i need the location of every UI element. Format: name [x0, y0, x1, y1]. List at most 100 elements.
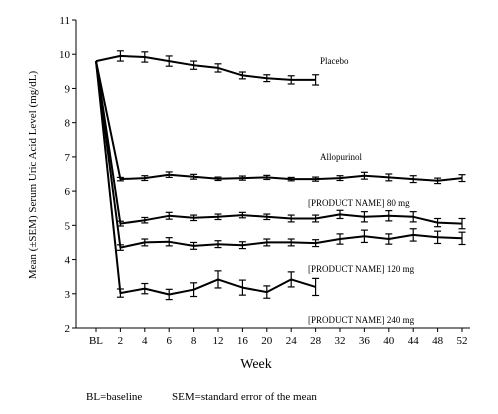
error-bar — [238, 211, 246, 219]
error-bar — [360, 229, 368, 244]
series-3 — [95, 60, 466, 251]
error-bar — [238, 71, 246, 80]
error-bar — [312, 277, 320, 297]
error-bar — [312, 239, 320, 248]
series-4 — [95, 60, 320, 301]
x-tick-label: 36 — [359, 335, 371, 347]
series-line — [95, 54, 316, 81]
y-tick-label: 9 — [65, 83, 71, 95]
error-bar — [385, 173, 393, 182]
error-bar — [190, 282, 198, 298]
error-bar — [165, 237, 173, 247]
error-bar — [116, 244, 124, 251]
error-bar — [165, 171, 173, 179]
series-line — [95, 60, 463, 225]
error-bar — [287, 176, 295, 182]
footnote-sem: SEM=standard error of the mean — [172, 391, 317, 403]
series-line — [95, 60, 463, 182]
x-tick-label: 52 — [457, 335, 468, 347]
error-bar — [360, 211, 368, 223]
x-tick-label: 4 — [142, 335, 148, 347]
y-tick-label: 11 — [59, 15, 70, 27]
error-bar — [190, 173, 198, 180]
error-bar — [434, 217, 442, 228]
x-tick-label: 48 — [432, 335, 444, 347]
error-bar — [287, 238, 295, 247]
x-tick-label: 32 — [335, 335, 346, 347]
error-bar — [263, 74, 271, 83]
error-bar — [214, 176, 222, 182]
x-tick-label: 20 — [261, 335, 273, 347]
error-bar — [385, 210, 393, 222]
error-bar — [409, 175, 417, 184]
series-1 — [95, 60, 466, 185]
error-bar — [238, 279, 246, 296]
error-bar — [214, 213, 222, 221]
x-tick-label: 28 — [310, 335, 322, 347]
error-bar — [116, 50, 124, 62]
y-axis-title: Mean (±SEM) Serum Uric Acid Level (mg/dL… — [27, 71, 39, 280]
series-label-0: Placebo — [320, 56, 349, 66]
x-tick-label: 24 — [286, 335, 298, 347]
x-tick-label: BL — [89, 335, 103, 347]
x-tick-label: 6 — [166, 335, 172, 347]
error-bar — [336, 233, 344, 245]
y-tick-label: 6 — [65, 186, 71, 198]
error-bar — [287, 214, 295, 223]
error-bar — [116, 176, 124, 182]
y-tick-label: 3 — [65, 289, 71, 301]
error-bar — [263, 213, 271, 221]
error-bar — [434, 177, 442, 185]
error-bar — [385, 233, 393, 245]
x-tick-label: 40 — [383, 335, 395, 347]
x-tick-label: 2 — [118, 335, 124, 347]
series-2 — [95, 60, 466, 230]
error-bar — [458, 174, 466, 183]
error-bar — [238, 241, 246, 250]
error-bar — [263, 285, 271, 299]
error-bar — [238, 175, 246, 181]
error-bar — [141, 216, 149, 224]
error-bar — [141, 51, 149, 63]
error-bar — [165, 211, 173, 220]
error-bar — [190, 241, 198, 250]
error-bar — [165, 288, 173, 301]
error-bar — [312, 214, 320, 223]
error-bar — [141, 282, 149, 295]
error-bar — [190, 60, 198, 70]
series-label-1: Allopurinol — [320, 152, 362, 162]
series-line — [95, 60, 316, 296]
series-line — [95, 60, 463, 249]
series-0 — [95, 50, 320, 86]
error-bar — [141, 175, 149, 182]
y-tick-label: 8 — [65, 118, 71, 130]
series-label-2: [PRODUCT NAME] 80 mg — [308, 198, 410, 208]
error-bar — [458, 231, 466, 246]
error-bar — [336, 175, 344, 182]
series-label-3: [PRODUCT NAME] 120 mg — [308, 264, 415, 274]
footnote-baseline: BL=baseline — [86, 391, 142, 403]
error-bar — [165, 55, 173, 67]
error-bar — [434, 230, 442, 245]
error-bar — [190, 214, 198, 222]
series-labels: Placebo Allopurinol [PRODUCT NAME] 80 mg [P… — [308, 56, 415, 325]
error-bar — [409, 228, 417, 242]
series-group — [95, 50, 466, 301]
series-label-4: [PRODUCT NAME] 240 mg — [308, 315, 415, 325]
error-bar — [458, 217, 466, 230]
y-tick-label: 4 — [65, 255, 71, 267]
x-tick-label: 8 — [191, 335, 197, 347]
error-bar — [287, 75, 295, 85]
error-bar — [287, 271, 295, 288]
y-tick-label: 7 — [65, 152, 71, 164]
error-bar — [214, 63, 222, 73]
error-bar — [141, 238, 149, 247]
x-tick-label: 44 — [408, 335, 420, 347]
error-bar — [214, 270, 222, 289]
error-bar — [336, 209, 344, 220]
y-tick-label: 2 — [65, 323, 71, 335]
y-tick-label: 5 — [65, 220, 71, 232]
error-bar — [312, 74, 320, 86]
